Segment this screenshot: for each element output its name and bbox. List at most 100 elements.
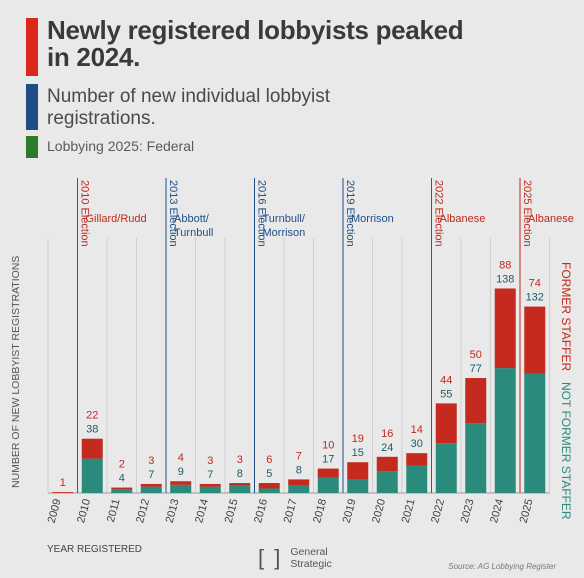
election-label: 2013 Election: [167, 180, 179, 247]
bar-former-staffer: [258, 483, 280, 489]
value-label-former-staffer: 7: [296, 450, 302, 462]
bar-former-staffer: [435, 403, 457, 444]
bar-not-former-staffer: [170, 484, 192, 493]
x-tick-label: 2021: [400, 498, 418, 525]
government-label: Gillard/Rudd: [86, 213, 147, 225]
value-label-former-staffer: 3: [237, 454, 243, 466]
value-label-former-staffer: 74: [529, 278, 541, 290]
value-label-former-staffer: 50: [470, 349, 482, 361]
value-label-former-staffer: 22: [86, 410, 98, 422]
bar-former-staffer: [524, 306, 546, 374]
bar-not-former-staffer: [347, 479, 369, 493]
value-label-not-former-staffer: 132: [526, 292, 544, 304]
bar-not-former-staffer: [524, 373, 546, 493]
value-label-not-former-staffer: 138: [496, 273, 514, 285]
x-axis-label: YEAR REGISTERED: [47, 544, 143, 555]
value-label-former-staffer: 44: [440, 374, 452, 386]
value-label-not-former-staffer: 30: [411, 438, 423, 450]
value-label-not-former-staffer: 55: [440, 388, 452, 400]
bar-not-former-staffer: [111, 489, 133, 493]
bar-former-staffer: [494, 288, 516, 369]
bar-former-staffer: [376, 456, 398, 472]
x-tick-label: 2024: [488, 498, 506, 525]
bar-not-former-staffer: [229, 485, 251, 493]
value-label-former-staffer: 16: [381, 428, 393, 440]
x-tick-label: 2015: [223, 498, 241, 525]
bar-not-former-staffer: [81, 458, 103, 493]
x-tick-label: 2014: [193, 498, 211, 525]
value-label-former-staffer: 19: [352, 433, 364, 445]
bar-not-former-staffer: [140, 486, 162, 493]
x-tick-label: 2013: [164, 498, 182, 525]
chart-kicker: Lobbying 2025: Federal: [47, 138, 195, 154]
x-tick-label: 2018: [311, 498, 329, 525]
value-label-former-staffer: 14: [411, 424, 423, 436]
x-tick-label: 2012: [134, 498, 152, 525]
bar-former-staffer: [199, 483, 221, 487]
value-label-former-staffer: 88: [499, 259, 511, 271]
election-label: 2010 Election: [79, 180, 91, 247]
kicker-color-bar: [26, 136, 38, 158]
bar-not-former-staffer: [258, 488, 280, 493]
x-tick-label: 2025: [518, 498, 536, 525]
value-label-former-staffer: 6: [266, 454, 272, 466]
bar-not-former-staffer: [376, 471, 398, 493]
title-color-bar: [26, 18, 38, 76]
x-tick-label: 2017: [282, 498, 300, 525]
value-label-not-former-staffer: 17: [322, 454, 334, 466]
bar-not-former-staffer: [435, 443, 457, 493]
value-label-not-former-staffer: 38: [86, 424, 98, 436]
logo-line-1: General: [290, 546, 328, 558]
bar-not-former-staffer: [465, 423, 487, 493]
x-tick-label: 2011: [105, 498, 123, 524]
bar-former-staffer: [52, 492, 74, 493]
value-label-not-former-staffer: 8: [237, 468, 243, 480]
general-strategic-logo: [ ] General Strategic: [258, 545, 332, 571]
chart-subtitle: Number of new individual lobbyist regist…: [47, 86, 331, 129]
bar-former-staffer: [140, 483, 162, 487]
bar-former-staffer: [317, 468, 339, 478]
value-label-not-former-staffer: 77: [470, 363, 482, 375]
government-label: Abbott/Turnbull: [174, 213, 213, 239]
value-label-former-staffer: 1: [60, 477, 66, 489]
x-tick-label: 2010: [75, 498, 93, 525]
bar-not-former-staffer: [288, 485, 310, 493]
bar-not-former-staffer: [494, 368, 516, 493]
government-label: Albanese: [528, 213, 574, 225]
x-tick-label: 2020: [370, 498, 388, 525]
election-label: 2025 Election: [521, 180, 533, 247]
government-label: Albanese: [440, 213, 486, 225]
bar-former-staffer: [465, 378, 487, 424]
bar-former-staffer: [288, 479, 310, 486]
value-label-not-former-staffer: 7: [207, 469, 213, 481]
bar-former-staffer: [111, 487, 133, 490]
bar-former-staffer: [347, 462, 369, 480]
value-label-not-former-staffer: 24: [381, 442, 393, 454]
source-note: Source: AG Lobbying Register: [448, 562, 556, 571]
value-label-not-former-staffer: 8: [296, 464, 302, 476]
legend-not-former-staffer: NOT FORMER STAFFER: [559, 382, 573, 520]
logo-bracket-icon: [ ]: [258, 545, 283, 570]
x-tick-label: 2009: [46, 498, 64, 525]
bar-not-former-staffer: [199, 486, 221, 493]
bar-not-former-staffer: [406, 465, 428, 493]
x-tick-label: 2023: [459, 498, 477, 525]
bar-former-staffer: [170, 481, 192, 485]
value-label-former-staffer: 3: [207, 455, 213, 467]
x-tick-label: 2019: [341, 498, 359, 525]
value-label-former-staffer: 3: [148, 455, 154, 467]
value-label-former-staffer: 4: [178, 452, 184, 464]
government-label: Morrison: [351, 213, 394, 225]
bar-former-staffer: [229, 483, 251, 486]
bar-former-staffer: [81, 438, 103, 459]
election-label: 2016 Election: [256, 180, 268, 247]
value-label-not-former-staffer: 15: [352, 447, 364, 459]
value-label-former-staffer: 2: [119, 459, 125, 471]
value-label-not-former-staffer: 7: [148, 469, 154, 481]
value-label-former-staffer: 10: [322, 440, 334, 452]
x-tick-label: 2016: [252, 498, 270, 525]
subtitle-color-bar: [26, 84, 38, 130]
logo-line-2: Strategic: [290, 558, 332, 570]
government-label: Turnbull/Morrison: [263, 213, 306, 239]
